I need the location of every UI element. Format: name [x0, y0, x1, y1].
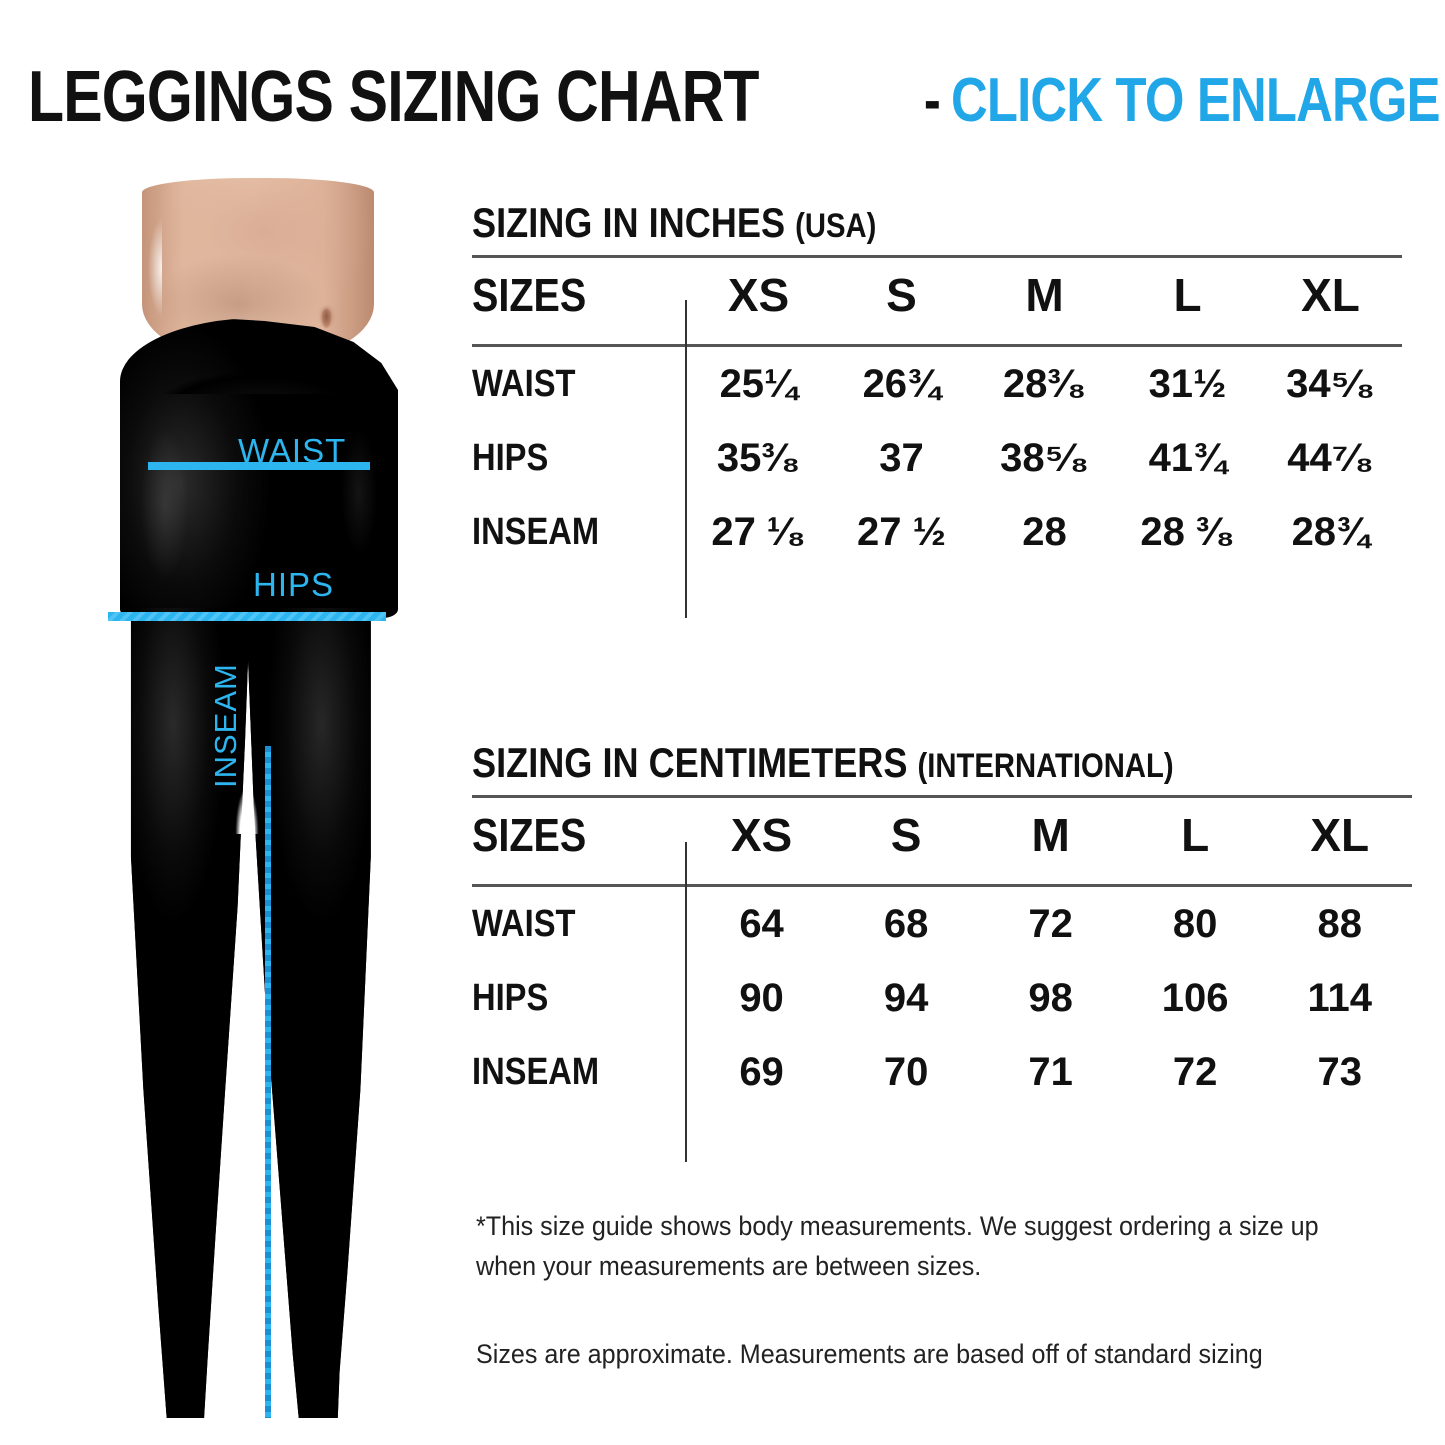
section-inches-rule	[472, 255, 1402, 258]
section-inches-heading-main: SIZING IN INCHES	[472, 199, 786, 246]
row-label-waist: WAIST	[472, 363, 576, 405]
footnote-size-guide: *This size guide shows body measurements…	[476, 1211, 1319, 1281]
cell-inseam-m-cm: 71	[1028, 1050, 1073, 1094]
row-label-hips-cm: HIPS	[472, 977, 549, 1019]
table-cm-column-divider	[685, 842, 687, 1162]
cell-inseam-xl: 28¾	[1291, 510, 1370, 554]
cell-waist-s: 26¾	[862, 362, 941, 406]
column-header-xl-cm: XL	[1310, 809, 1370, 861]
row-label-inseam-cm: INSEAM	[472, 1051, 600, 1093]
cell-waist-m: 28³⁄₈	[1002, 362, 1087, 406]
column-header-l-cm: L	[1181, 809, 1210, 861]
cell-waist-xl: 34⁵⁄₈	[1286, 362, 1375, 406]
section-cm-heading: SIZING IN CENTIMETERS (INTERNATIONAL)	[472, 740, 1280, 789]
hips-measure-line	[108, 612, 386, 621]
table-row: HIPS 35³⁄₈ 37 38⁵⁄₈ 41¾ 44⁷⁄₈	[472, 421, 1402, 495]
table-inches-column-divider	[685, 300, 687, 618]
cell-inseam-xs: 27 ¹⁄₈	[711, 510, 806, 554]
row-label-hips: HIPS	[472, 437, 549, 479]
section-cm-heading-sub: (INTERNATIONAL)	[917, 747, 1174, 785]
cell-hips-xl: 44⁷⁄₈	[1287, 436, 1374, 480]
table-row: WAIST 25¼ 26¾ 28³⁄₈ 31½ 34⁵⁄₈	[472, 346, 1402, 422]
cell-inseam-s: 27 ½	[857, 510, 946, 554]
row-label-inseam: INSEAM	[472, 511, 600, 553]
column-header-s: S	[886, 269, 917, 321]
column-header-l: L	[1173, 269, 1202, 321]
click-to-enlarge-label[interactable]: CLICK TO ENLARGE	[950, 66, 1441, 135]
column-header-sizes-cm: SIZES	[472, 809, 587, 861]
cell-waist-xs: 25¼	[719, 362, 798, 406]
page-title-separator: -	[923, 66, 941, 135]
inner-leg-gap	[240, 788, 254, 1418]
cell-waist-s-cm: 68	[883, 902, 929, 946]
column-header-s-cm: S	[890, 809, 922, 861]
footnote-approximate: Sizes are approximate. Measurements are …	[476, 1339, 1263, 1369]
leggings-model-illustration[interactable]: WAIST HIPS INSEAM	[60, 178, 450, 1418]
section-inches-heading-sub: (USA)	[795, 207, 877, 245]
cell-hips-l-cm: 106	[1161, 976, 1229, 1020]
cell-hips-xs: 35³⁄₈	[716, 436, 801, 480]
cell-inseam-xl-cm: 73	[1317, 1050, 1362, 1094]
cell-waist-m-cm: 72	[1028, 902, 1073, 946]
cell-hips-s: 37	[879, 436, 924, 480]
leggings-waistband	[118, 314, 402, 394]
cell-inseam-l: 28 ³⁄₈	[1140, 510, 1235, 554]
section-sizing-centimeters: SIZING IN CENTIMETERS (INTERNATIONAL) SI…	[472, 740, 1412, 1109]
cell-hips-s-cm: 94	[883, 976, 929, 1020]
table-sizing-inches: SIZES XS S M L XL WAIST 25¼ 26¾ 28³⁄₈ 31…	[472, 258, 1402, 569]
column-header-m: M	[1025, 269, 1064, 321]
waist-measure-line	[148, 462, 370, 470]
section-inches-heading: SIZING IN INCHES (USA)	[472, 200, 1272, 249]
cell-waist-l: 31½	[1148, 362, 1227, 406]
table-row: INSEAM 69 70 71 72 73	[472, 1035, 1412, 1109]
cell-waist-l-cm: 80	[1172, 902, 1218, 946]
table-row: WAIST 64 68 72 80 88	[472, 886, 1412, 962]
section-cm-rule	[472, 795, 1412, 798]
cell-waist-xs-cm: 64	[739, 902, 784, 946]
cell-inseam-s-cm: 70	[883, 1050, 929, 1094]
cell-hips-l: 41¾	[1148, 436, 1227, 480]
cell-waist-xl-cm: 88	[1317, 902, 1362, 946]
inseam-measure-line	[265, 746, 271, 1418]
column-header-xs-cm: XS	[730, 809, 793, 861]
cell-inseam-l-cm: 72	[1172, 1050, 1218, 1094]
table-header-row: SIZES XS S M L XL	[472, 258, 1402, 346]
cell-hips-xl-cm: 114	[1307, 976, 1372, 1020]
page-title: LEGGINGS SIZING CHART - CLICK TO ENLARGE	[28, 57, 1440, 137]
waist-measure-label: WAIST	[238, 432, 347, 469]
table-row: INSEAM 27 ¹⁄₈ 27 ½ 28 28 ³⁄₈ 28¾	[472, 495, 1402, 569]
cell-hips-m: 38⁵⁄₈	[1000, 436, 1089, 480]
cell-hips-m-cm: 98	[1028, 976, 1073, 1020]
page-title-main: LEGGINGS SIZING CHART	[28, 57, 759, 137]
leggings-garment	[118, 314, 402, 1418]
inseam-measure-label: INSEAM	[208, 663, 243, 788]
row-label-waist-cm: WAIST	[472, 903, 576, 945]
section-cm-heading-main: SIZING IN CENTIMETERS	[472, 739, 908, 786]
column-header-m-cm: M	[1031, 809, 1070, 861]
column-header-xs: XS	[727, 269, 790, 321]
column-header-xl: XL	[1301, 269, 1360, 321]
table-row: HIPS 90 94 98 106 114	[472, 961, 1412, 1035]
cell-inseam-xs-cm: 69	[739, 1050, 784, 1094]
column-header-sizes: SIZES	[472, 269, 587, 321]
footnotes: *This size guide shows body measurements…	[476, 1206, 1406, 1374]
table-header-row: SIZES XS S M L XL	[472, 798, 1412, 886]
cell-hips-xs-cm: 90	[739, 976, 784, 1020]
table-sizing-centimeters: SIZES XS S M L XL WAIST 64 68 72 80 88 H…	[472, 798, 1412, 1109]
cell-inseam-m: 28	[1022, 510, 1067, 554]
section-sizing-inches: SIZING IN INCHES (USA) SIZES XS S M L XL…	[472, 200, 1402, 569]
hips-measure-label: HIPS	[253, 566, 335, 603]
